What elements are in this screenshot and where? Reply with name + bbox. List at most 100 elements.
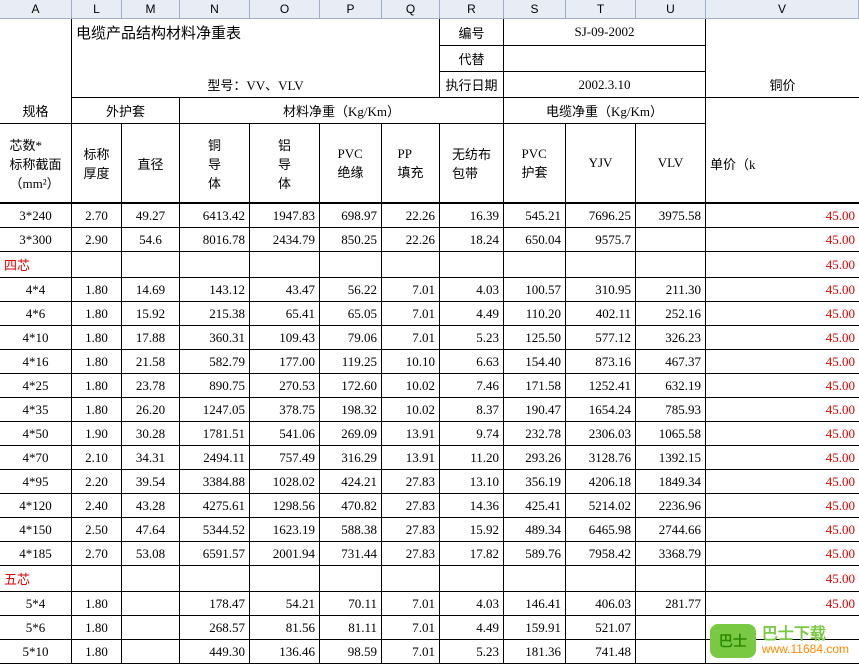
ps-cell[interactable]: 100.57 — [504, 278, 566, 302]
nw-cell[interactable]: 4.03 — [440, 278, 504, 302]
nw-cell[interactable]: 16.39 — [440, 204, 504, 228]
nw-cell[interactable]: 8.37 — [440, 398, 504, 422]
ps-cell[interactable]: 545.21 — [504, 204, 566, 228]
yjv-cell[interactable]: 741.48 — [566, 640, 636, 664]
price-cell[interactable]: 45.00 — [706, 278, 859, 302]
price-cell[interactable]: 45.00 — [706, 204, 859, 228]
pp-cell[interactable]: 22.26 — [382, 228, 440, 252]
ps-cell[interactable]: 356.19 — [504, 470, 566, 494]
col-Q[interactable]: Q — [382, 0, 440, 18]
yjv-cell[interactable]: 1654.24 — [566, 398, 636, 422]
yjv-cell[interactable]: 310.95 — [566, 278, 636, 302]
th-cell[interactable]: 1.80 — [72, 640, 122, 664]
daiti-value[interactable] — [504, 46, 706, 72]
vlv-cell[interactable]: 281.77 — [636, 592, 706, 616]
spec-cell[interactable]: 4*185 — [0, 542, 72, 566]
al-cell[interactable]: 43.47 — [250, 278, 320, 302]
cell[interactable] — [636, 566, 706, 592]
pvc-cell[interactable]: 70.11 — [320, 592, 382, 616]
spec-cell[interactable]: 4*16 — [0, 350, 72, 374]
nw-cell[interactable]: 17.82 — [440, 542, 504, 566]
cell[interactable] — [566, 566, 636, 592]
pvc-cell[interactable]: 172.60 — [320, 374, 382, 398]
vlv-cell[interactable] — [636, 640, 706, 664]
nw-cell[interactable]: 11.20 — [440, 446, 504, 470]
vlv-cell[interactable]: 3368.79 — [636, 542, 706, 566]
bianhao-label[interactable]: 编号 — [440, 19, 504, 46]
th-cell[interactable]: 1.80 — [72, 302, 122, 326]
cu-cell[interactable]: 582.79 — [180, 350, 250, 374]
exec-date-value[interactable]: 2002.3.10 — [504, 72, 706, 98]
al-cell[interactable]: 1623.19 — [250, 518, 320, 542]
cell[interactable] — [440, 252, 504, 278]
yjv-cell[interactable]: 873.16 — [566, 350, 636, 374]
al-cell[interactable]: 2434.79 — [250, 228, 320, 252]
cell[interactable] — [566, 252, 636, 278]
vlv-cell[interactable]: 1849.34 — [636, 470, 706, 494]
cu-cell[interactable]: 1247.05 — [180, 398, 250, 422]
price-cell[interactable]: 45.00 — [706, 446, 859, 470]
price-cell[interactable] — [706, 616, 859, 640]
cu-cell[interactable]: 360.31 — [180, 326, 250, 350]
price-cell[interactable] — [706, 46, 859, 72]
al-cell[interactable]: 270.53 — [250, 374, 320, 398]
cu-cell[interactable]: 215.38 — [180, 302, 250, 326]
cu-cell[interactable]: 449.30 — [180, 640, 250, 664]
th-cell[interactable]: 2.10 — [72, 446, 122, 470]
pp-cell[interactable]: 7.01 — [382, 592, 440, 616]
cu-cell[interactable]: 178.47 — [180, 592, 250, 616]
price-cell[interactable]: 45.00 — [706, 592, 859, 616]
yjv-cell[interactable]: 6465.98 — [566, 518, 636, 542]
model[interactable]: 型号：VV、VLV — [72, 72, 440, 98]
spec-cell[interactable]: 4*35 — [0, 398, 72, 422]
ps-cell[interactable]: 159.91 — [504, 616, 566, 640]
cell[interactable] — [250, 566, 320, 592]
yjv-cell[interactable]: 7958.42 — [566, 542, 636, 566]
pp-cell[interactable]: 27.83 — [382, 518, 440, 542]
al-cell[interactable]: 136.46 — [250, 640, 320, 664]
ps-cell[interactable]: 425.41 — [504, 494, 566, 518]
al-cell[interactable]: 54.21 — [250, 592, 320, 616]
spec-cell[interactable]: 五芯 — [0, 566, 72, 592]
price-cell[interactable]: 45.00 — [706, 470, 859, 494]
dia-cell[interactable]: 14.69 — [122, 278, 180, 302]
pvc-cell[interactable]: 65.05 — [320, 302, 382, 326]
yjv-cell[interactable]: 5214.02 — [566, 494, 636, 518]
cell[interactable] — [180, 252, 250, 278]
hdr-pvc-sheath[interactable]: PVC 护套 — [504, 124, 566, 204]
dia-cell[interactable] — [122, 616, 180, 640]
th-cell[interactable]: 1.80 — [72, 350, 122, 374]
pvc-cell[interactable]: 79.06 — [320, 326, 382, 350]
cu-cell[interactable]: 890.75 — [180, 374, 250, 398]
th-cell[interactable]: 1.80 — [72, 374, 122, 398]
yjv-cell[interactable]: 3128.76 — [566, 446, 636, 470]
cu-cell[interactable]: 5344.52 — [180, 518, 250, 542]
dia-cell[interactable] — [122, 592, 180, 616]
spec-cell[interactable]: 4*25 — [0, 374, 72, 398]
pp-cell[interactable]: 27.83 — [382, 494, 440, 518]
exec-date-label[interactable]: 执行日期 — [440, 72, 504, 98]
hdr-unit-price[interactable]: 单价（k — [706, 124, 859, 204]
cu-cell[interactable]: 268.57 — [180, 616, 250, 640]
th-cell[interactable]: 2.70 — [72, 542, 122, 566]
ps-cell[interactable]: 293.26 — [504, 446, 566, 470]
vlv-cell[interactable]: 1392.15 — [636, 446, 706, 470]
al-cell[interactable]: 81.56 — [250, 616, 320, 640]
th-cell[interactable]: 1.80 — [72, 326, 122, 350]
hdr-thickness[interactable]: 标称 厚度 — [72, 124, 122, 204]
th-cell[interactable]: 1.80 — [72, 398, 122, 422]
al-cell[interactable]: 2001.94 — [250, 542, 320, 566]
pvc-cell[interactable]: 56.22 — [320, 278, 382, 302]
col-P[interactable]: P — [320, 0, 382, 18]
ps-cell[interactable]: 190.47 — [504, 398, 566, 422]
dia-cell[interactable]: 26.20 — [122, 398, 180, 422]
yjv-cell[interactable]: 521.07 — [566, 616, 636, 640]
cell[interactable] — [504, 566, 566, 592]
al-cell[interactable]: 1028.02 — [250, 470, 320, 494]
price-cell[interactable]: 45.00 — [706, 326, 859, 350]
pp-cell[interactable]: 7.01 — [382, 640, 440, 664]
spec-cell[interactable]: 3*240 — [0, 204, 72, 228]
nw-cell[interactable]: 4.03 — [440, 592, 504, 616]
pp-cell[interactable]: 10.10 — [382, 350, 440, 374]
price-cell[interactable]: 45.00 — [706, 494, 859, 518]
